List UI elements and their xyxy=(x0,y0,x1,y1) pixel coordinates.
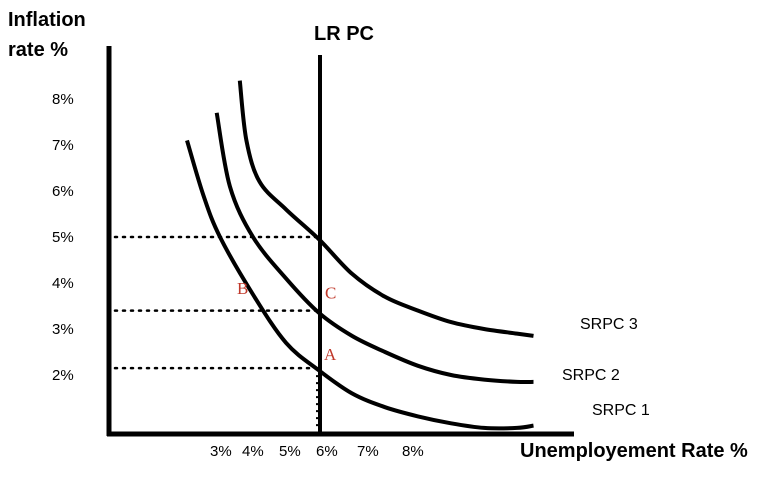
x-tick-label: 3% xyxy=(210,443,232,460)
y-tick-label: 4% xyxy=(52,275,74,292)
x-tick-label: 6% xyxy=(316,443,338,460)
srpc-1-label: SRPC 1 xyxy=(592,402,650,419)
y-axis-label-line2: rate % xyxy=(8,39,68,61)
x-tick-label: 5% xyxy=(279,443,301,460)
x-tick-label: 7% xyxy=(357,443,379,460)
point-a-label: A xyxy=(324,345,337,364)
srpc-1-curve xyxy=(185,139,534,431)
srpc-2-curve xyxy=(214,112,534,385)
point-b-label: B xyxy=(237,279,248,298)
y-tick-label: 8% xyxy=(52,91,74,108)
srpc-3-curve xyxy=(237,80,534,338)
x-tick-label: 4% xyxy=(242,443,264,460)
lr-pc-label: LR PC xyxy=(314,23,374,45)
y-tick-label: 5% xyxy=(52,229,74,246)
srpc-3-label: SRPC 3 xyxy=(580,316,638,333)
point-c-label: C xyxy=(325,284,336,303)
srpc-2-label: SRPC 2 xyxy=(562,367,620,384)
y-tick-label: 7% xyxy=(52,137,74,154)
y-tick-label: 3% xyxy=(52,321,74,338)
x-tick-label: 8% xyxy=(402,443,424,460)
y-tick-label: 2% xyxy=(52,367,74,384)
y-tick-label: 6% xyxy=(52,183,74,200)
y-axis-label-line1: Inflation xyxy=(8,9,86,31)
x-axis-label: Unemployement Rate % xyxy=(520,440,748,462)
